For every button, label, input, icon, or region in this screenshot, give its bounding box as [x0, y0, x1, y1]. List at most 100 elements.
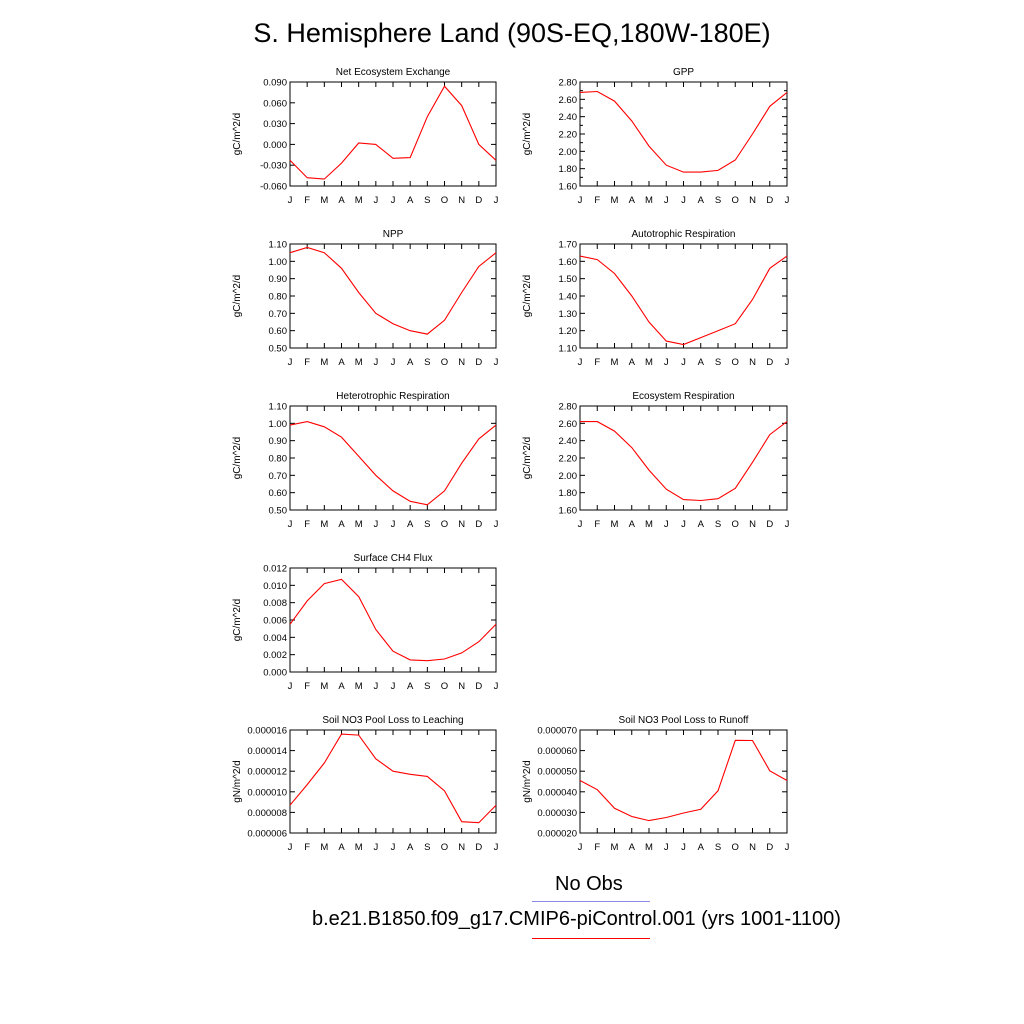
legend-obs-label: No Obs	[555, 873, 623, 895]
x-tick-label: S	[715, 357, 721, 368]
y-axis-label: gC/m^2/d	[522, 113, 533, 156]
chart-panel-7: Surface CH4 Flux gC/m^2/d 0.000 0.002 0.004 0…	[232, 553, 499, 692]
x-tick-label: F	[304, 681, 310, 692]
x-tick-label: M	[611, 519, 619, 530]
x-tick-label: D	[475, 519, 482, 530]
x-tick-label: N	[458, 842, 465, 853]
x-tick-label: N	[458, 357, 465, 368]
series-line	[579, 255, 788, 346]
x-tick-label: D	[766, 842, 773, 853]
chart-title: Net Ecosystem Exchange	[336, 67, 451, 78]
x-tick-label: M	[645, 357, 653, 368]
x-tick-label: O	[441, 842, 448, 853]
x-tick-label: M	[611, 195, 619, 206]
x-tick-label: J	[681, 195, 686, 206]
x-tick-label: M	[320, 681, 328, 692]
x-tick-label: A	[629, 195, 636, 206]
y-tick-label: 0.80	[269, 292, 288, 303]
x-tick-label: J	[494, 519, 499, 530]
legend-obs-line	[532, 901, 650, 902]
chart-panel-8: Soil NO3 Pool Loss to Leaching gN/m^2/d 0.…	[232, 715, 499, 853]
y-tick-label: 2.60	[559, 95, 578, 106]
chart-title: Heterotrophic Respiration	[336, 391, 449, 402]
y-tick-label: 1.20	[559, 326, 578, 337]
y-tick-label: 2.80	[559, 402, 578, 413]
x-tick-label: J	[391, 195, 396, 206]
x-tick-label: M	[320, 519, 328, 530]
y-tick-label: 2.60	[559, 419, 578, 430]
y-tick-label: 0.000010	[247, 787, 287, 798]
x-tick-label: A	[698, 519, 705, 530]
chart-panel-2: GPP gC/m^2/d 1.60 1.80 2.00 2.20 2.40 2.60 2.80 J…	[522, 67, 790, 206]
y-axis-label: gC/m^2/d	[232, 113, 243, 156]
x-tick-label: A	[698, 842, 705, 853]
x-tick-label: F	[594, 519, 600, 530]
plot-frame	[579, 81, 788, 187]
chart-panel-3: NPP gC/m^2/d 0.50 0.60 0.70 0.80 0.90 1.00 1.10 J…	[232, 229, 499, 368]
x-tick-label: S	[424, 842, 430, 853]
x-tick-label: A	[338, 681, 345, 692]
x-tick-label: F	[304, 842, 310, 853]
x-tick-label: S	[424, 195, 430, 206]
x-tick-label: J	[681, 357, 686, 368]
y-axis-label: gC/m^2/d	[522, 437, 533, 480]
x-tick-label: N	[749, 842, 756, 853]
x-tick-label: J	[664, 519, 669, 530]
chart-panel-1: Net Ecosystem Exchange gC/m^2/d -0.060 -0.0…	[232, 67, 499, 206]
y-tick-label: 1.60	[559, 257, 578, 268]
y-tick-label: 0.030	[263, 119, 287, 130]
x-tick-label: J	[373, 195, 378, 206]
y-tick-label: 0.000	[263, 668, 287, 679]
y-tick-label: 1.80	[559, 488, 578, 499]
y-tick-label: 1.30	[559, 309, 578, 320]
y-tick-label: 0.002	[263, 650, 287, 661]
x-tick-label: J	[578, 519, 583, 530]
x-tick-label: O	[732, 357, 739, 368]
x-tick-label: A	[629, 842, 636, 853]
y-tick-label: 1.60	[559, 182, 578, 193]
x-tick-label: S	[424, 519, 430, 530]
x-tick-label: D	[475, 842, 482, 853]
x-tick-label: D	[475, 357, 482, 368]
x-tick-label: A	[629, 357, 636, 368]
y-tick-label: 1.50	[559, 274, 578, 285]
y-tick-label: 1.80	[559, 164, 578, 175]
x-tick-label: J	[288, 357, 293, 368]
chart-title: Surface CH4 Flux	[354, 553, 433, 564]
plot-frame	[289, 729, 497, 834]
y-tick-label: 0.008	[263, 598, 287, 609]
x-tick-label: O	[441, 519, 448, 530]
x-tick-label: F	[304, 519, 310, 530]
x-tick-label: A	[407, 195, 414, 206]
y-tick-label: 0.000020	[537, 829, 577, 840]
x-tick-label: J	[494, 842, 499, 853]
x-tick-label: J	[391, 519, 396, 530]
x-tick-label: M	[645, 519, 653, 530]
x-tick-label: O	[441, 357, 448, 368]
y-tick-label: 0.000008	[247, 808, 287, 819]
x-tick-label: M	[355, 519, 363, 530]
x-tick-label: N	[749, 519, 756, 530]
plot-frame	[289, 567, 497, 673]
y-tick-label: 0.000014	[247, 746, 287, 757]
x-tick-label: N	[749, 357, 756, 368]
y-tick-label: 1.00	[269, 257, 288, 268]
x-tick-label: J	[578, 357, 583, 368]
x-tick-label: M	[611, 357, 619, 368]
x-tick-label: J	[288, 519, 293, 530]
x-tick-label: A	[407, 681, 414, 692]
y-axis-label: gC/m^2/d	[522, 275, 533, 318]
y-tick-label: 0.90	[269, 274, 288, 285]
x-tick-label: J	[664, 357, 669, 368]
y-tick-label: 0.000040	[537, 787, 577, 798]
x-tick-label: J	[578, 842, 583, 853]
x-tick-label: J	[785, 842, 790, 853]
y-tick-label: 1.60	[559, 506, 578, 517]
chart-title: NPP	[383, 229, 404, 240]
y-tick-label: 2.00	[559, 471, 578, 482]
x-tick-label: F	[304, 195, 310, 206]
y-tick-label: 1.10	[269, 240, 288, 251]
x-tick-label: J	[578, 195, 583, 206]
x-tick-label: D	[766, 519, 773, 530]
